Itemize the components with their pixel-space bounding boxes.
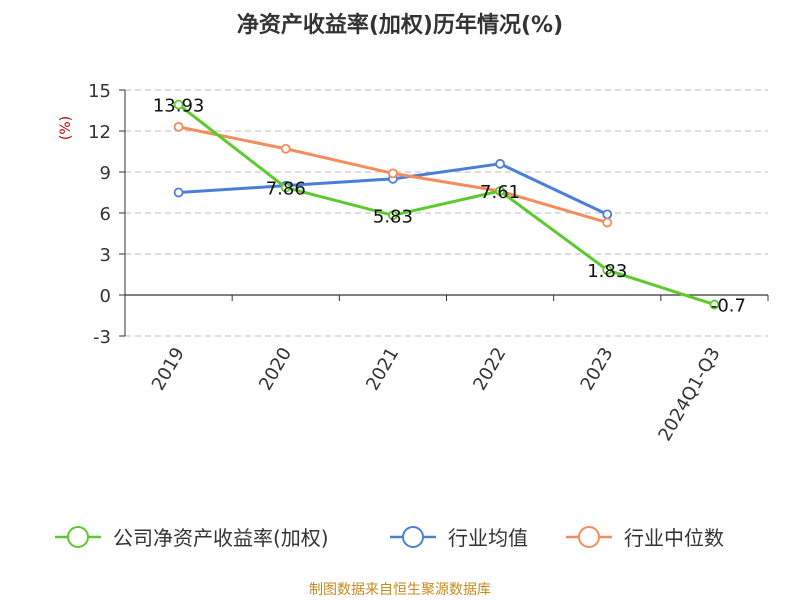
series-point <box>602 209 613 220</box>
y-axis-label: (%) <box>58 116 74 140</box>
x-tick-label: 2023 <box>576 344 617 394</box>
series-point <box>495 186 505 196</box>
legend-swatch-marker <box>402 526 424 548</box>
series-point <box>173 122 184 132</box>
series-point <box>173 187 184 198</box>
axes: 15 12 9 6 3 0 -3 2019 2020 2021 2022 2023 2024Q1-Q3 <box>88 81 769 445</box>
legend-label: 行业均值 <box>448 526 528 550</box>
data-label: 5.83 <box>373 206 413 227</box>
y-tick-label: 0 <box>100 286 111 307</box>
x-tick-label: 2022 <box>469 344 510 394</box>
series-point <box>388 210 398 221</box>
legend-swatch-marker <box>67 526 89 548</box>
y-tick-label: -3 <box>93 327 111 348</box>
y-tick-label: 12 <box>88 122 111 143</box>
x-tick-label: 2020 <box>255 344 296 394</box>
series-layer <box>173 99 720 310</box>
y-tick-label: 6 <box>100 204 111 225</box>
series-point <box>602 217 613 228</box>
series-point <box>495 158 505 169</box>
series-point <box>280 182 291 193</box>
series-point <box>709 299 720 310</box>
y-tick-label: 15 <box>88 81 111 102</box>
data-label: 1.83 <box>587 261 627 282</box>
x-tick-label: 2024Q1-Q3 <box>654 344 724 445</box>
y-tick-label: 9 <box>100 163 111 184</box>
series-point <box>173 99 184 110</box>
legend-label: 行业中位数 <box>624 526 724 550</box>
series-point <box>280 143 291 154</box>
source-note: 制图数据来自恒生聚源数据库 <box>309 582 491 598</box>
series-line <box>177 103 715 306</box>
series-point <box>388 168 398 179</box>
chart-title: 净资产收益率(加权)历年情况(%) <box>237 12 563 38</box>
data-label: 13.93 <box>153 96 205 117</box>
y-tick-label: 3 <box>100 245 111 266</box>
legend-swatch-marker <box>578 526 600 548</box>
data-label: -0.7 <box>711 296 746 317</box>
series-point <box>602 265 613 275</box>
x-tick-label: 2021 <box>362 344 403 394</box>
x-tick-label: 2019 <box>148 344 189 394</box>
data-labels: 13.93 7.86 5.83 7.61 1.83 -0.7 <box>153 96 746 317</box>
legend: 公司净资产收益率(加权) 行业均值 行业中位数 <box>55 526 724 550</box>
data-label: 7.61 <box>480 182 520 203</box>
legend-label: 公司净资产收益率(加权) <box>113 526 329 550</box>
data-label: 7.86 <box>266 179 306 200</box>
grid-lines <box>125 89 768 337</box>
